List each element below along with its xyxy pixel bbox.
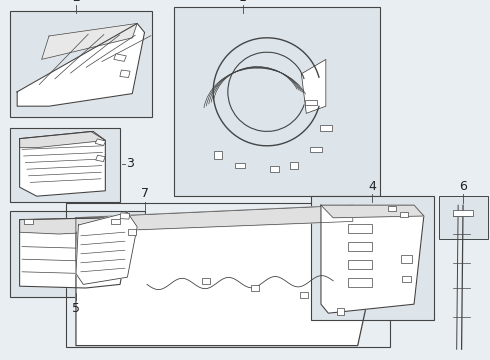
Bar xyxy=(10,128,120,202)
Bar xyxy=(348,224,372,233)
Polygon shape xyxy=(76,205,353,232)
Bar xyxy=(174,7,380,196)
Bar xyxy=(453,210,473,216)
Bar xyxy=(310,147,322,152)
Polygon shape xyxy=(20,218,130,234)
Bar xyxy=(114,54,126,62)
Bar xyxy=(66,203,390,347)
Bar xyxy=(311,196,434,320)
Bar xyxy=(348,278,372,287)
Bar xyxy=(400,212,408,217)
Polygon shape xyxy=(17,23,145,106)
Polygon shape xyxy=(321,205,424,313)
Bar xyxy=(24,219,33,224)
Polygon shape xyxy=(301,59,326,113)
Bar xyxy=(10,11,152,117)
Bar xyxy=(202,278,210,284)
Bar xyxy=(439,196,488,239)
Text: 6: 6 xyxy=(459,180,467,193)
Bar xyxy=(128,229,136,235)
Polygon shape xyxy=(20,131,105,148)
Bar xyxy=(402,276,411,282)
Polygon shape xyxy=(321,205,424,218)
Text: 7: 7 xyxy=(141,187,148,200)
Text: 2: 2 xyxy=(72,0,80,4)
Polygon shape xyxy=(20,131,105,196)
Bar xyxy=(337,308,344,315)
Text: 3: 3 xyxy=(126,157,134,170)
Bar xyxy=(10,211,145,297)
Polygon shape xyxy=(76,205,385,346)
Bar xyxy=(251,285,259,291)
Bar xyxy=(95,139,106,145)
Bar xyxy=(388,206,396,211)
Text: 5: 5 xyxy=(72,302,80,315)
Bar xyxy=(120,213,130,219)
Bar xyxy=(111,219,120,224)
Bar xyxy=(348,260,372,269)
Polygon shape xyxy=(42,23,137,59)
Text: 1: 1 xyxy=(239,0,246,4)
Bar xyxy=(348,242,372,251)
Bar xyxy=(96,155,105,162)
Text: 4: 4 xyxy=(368,180,376,193)
Bar xyxy=(401,255,412,263)
Bar xyxy=(270,166,279,172)
Bar xyxy=(290,162,298,169)
Polygon shape xyxy=(20,218,130,288)
Bar xyxy=(120,70,130,77)
Bar xyxy=(320,125,332,131)
Bar xyxy=(300,292,308,298)
Bar xyxy=(305,100,318,105)
Bar xyxy=(235,163,245,168)
Polygon shape xyxy=(76,212,137,284)
Bar xyxy=(214,151,222,159)
